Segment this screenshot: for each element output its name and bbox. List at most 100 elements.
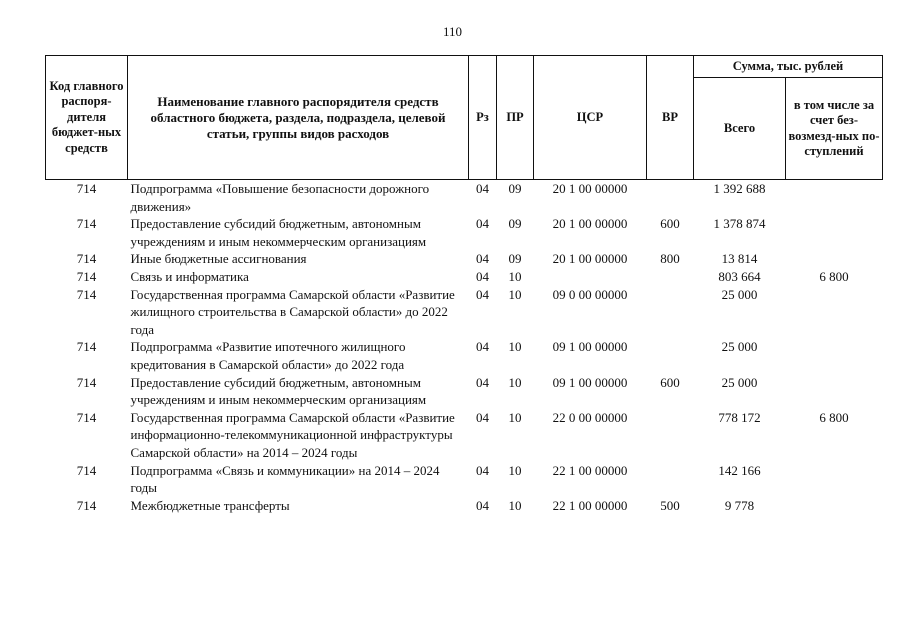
cell-incl bbox=[786, 497, 883, 515]
cell-incl: 6 800 bbox=[819, 268, 849, 284]
cell-csr: 09 1 00 00000 bbox=[552, 339, 628, 355]
cell-pr: 09 bbox=[508, 216, 522, 232]
table-row: 714 Иные бюджетные ассигнования 04 09 20 1 0… bbox=[46, 250, 883, 268]
cell-csr: 09 1 00 00000 bbox=[552, 374, 628, 390]
cell-csr: 20 1 00 00000 bbox=[552, 251, 628, 267]
cell-pr: 10 bbox=[508, 374, 522, 390]
cell-total: 778 172 bbox=[718, 409, 761, 425]
header-incl: в том числе за счет без-возмезд-ных по-с… bbox=[785, 77, 883, 180]
cell-rz: 04 bbox=[476, 462, 489, 478]
cell-vr bbox=[647, 180, 694, 216]
cell-incl: 6 800 bbox=[819, 409, 849, 425]
cell-code: 714 bbox=[76, 374, 97, 390]
header-vr: ВР bbox=[646, 55, 694, 180]
cell-code: 714 bbox=[76, 286, 97, 302]
cell-pr: 10 bbox=[508, 409, 522, 425]
cell-csr: 22 1 00 00000 bbox=[552, 462, 628, 478]
cell-name: Подпрограмма «Связь и коммуникации» на 2… bbox=[130, 462, 440, 496]
header-code: Код главного распоря-дителя бюджет-ных с… bbox=[45, 55, 128, 180]
header-name: Наименование главного распорядителя сред… bbox=[127, 55, 469, 180]
cell-pr: 09 bbox=[508, 181, 522, 196]
cell-vr: 800 bbox=[660, 251, 680, 267]
cell-rz: 04 bbox=[476, 268, 489, 284]
cell-pr: 10 bbox=[508, 286, 522, 302]
header-rz: Рз bbox=[468, 55, 497, 180]
cell-vr bbox=[647, 409, 694, 462]
cell-rz: 04 bbox=[476, 216, 489, 232]
cell-csr: 09 0 00 00000 bbox=[552, 286, 628, 302]
table-row: 714 Государственная программа Самарской о… bbox=[46, 409, 883, 462]
cell-name: Связь и информатика bbox=[130, 268, 249, 284]
cell-name: Подпрограмма «Развитие ипотечного жилищн… bbox=[130, 339, 406, 372]
cell-code: 714 bbox=[76, 251, 97, 267]
cell-code: 714 bbox=[76, 216, 97, 232]
header-csr: ЦСР bbox=[533, 55, 647, 180]
table-row: 714 Подпрограмма «Развитие ипотечного жил… bbox=[46, 338, 883, 373]
budget-table: Код главного распоря-дителя бюджет-ных с… bbox=[45, 55, 883, 514]
cell-csr: 20 1 00 00000 bbox=[552, 181, 628, 196]
cell-pr: 10 bbox=[508, 339, 522, 355]
header-sum: Сумма, тыс. рублей bbox=[693, 55, 883, 78]
cell-pr: 10 bbox=[508, 268, 522, 284]
cell-total: 25 000 bbox=[721, 286, 758, 302]
cell-code: 714 bbox=[76, 268, 97, 284]
cell-total: 25 000 bbox=[721, 374, 758, 390]
cell-name: Предоставление субсидий бюджетным, автон… bbox=[130, 216, 427, 249]
cell-total: 13 814 bbox=[721, 251, 758, 267]
header-pr: ПР bbox=[496, 55, 534, 180]
cell-rz: 04 bbox=[476, 251, 489, 267]
cell-code: 714 bbox=[76, 339, 97, 355]
cell-code: 714 bbox=[76, 497, 97, 513]
cell-rz: 04 bbox=[476, 497, 489, 513]
cell-vr bbox=[647, 286, 694, 339]
cell-pr: 10 bbox=[508, 497, 522, 513]
cell-vr: 600 bbox=[660, 374, 680, 390]
cell-rz: 04 bbox=[476, 181, 489, 196]
cell-total: 9 778 bbox=[724, 497, 755, 513]
cell-total: 803 664 bbox=[718, 268, 761, 284]
cell-csr: 22 0 00 00000 bbox=[552, 409, 628, 425]
cell-rz: 04 bbox=[476, 339, 489, 355]
table-row: 714 Предоставление субсидий бюджетным, ав… bbox=[46, 374, 883, 409]
cell-csr: 22 1 00 00000 bbox=[552, 497, 628, 513]
table-row: 714 Связь и информатика 04 10 803 664 6 800 bbox=[46, 268, 883, 286]
cell-incl bbox=[786, 250, 883, 268]
cell-incl bbox=[786, 286, 883, 339]
cell-total: 1 392 688 bbox=[713, 181, 766, 196]
cell-incl bbox=[786, 462, 883, 497]
page-number: 110 bbox=[442, 24, 463, 39]
cell-pr: 10 bbox=[508, 462, 522, 478]
cell-code: 714 bbox=[76, 181, 97, 196]
cell-vr bbox=[647, 338, 694, 373]
cell-incl bbox=[786, 374, 883, 409]
cell-name: Предоставление субсидий бюджетным, автон… bbox=[130, 374, 427, 408]
cell-total: 25 000 bbox=[721, 339, 758, 355]
table-row: 714 Подпрограмма «Повышение безопасности … bbox=[46, 180, 883, 216]
cell-incl bbox=[786, 338, 883, 373]
cell-name: Межбюджетные трансферты bbox=[130, 497, 290, 513]
cell-name: Иные бюджетные ассигнования bbox=[130, 251, 307, 267]
table-row: 714 Предоставление субсидий бюджетным, ав… bbox=[46, 215, 883, 250]
cell-csr bbox=[534, 268, 647, 286]
cell-code: 714 bbox=[76, 409, 97, 425]
cell-name: Государственная программа Самарской обла… bbox=[130, 409, 455, 460]
cell-total: 142 166 bbox=[718, 462, 761, 478]
table-row: 714 Государственная программа Самарской о… bbox=[46, 286, 883, 339]
cell-name: Государственная программа Самарской обла… bbox=[130, 286, 455, 337]
cell-pr: 09 bbox=[508, 251, 522, 267]
cell-csr: 20 1 00 00000 bbox=[552, 216, 628, 232]
header-total: Всего bbox=[693, 77, 786, 180]
cell-rz: 04 bbox=[476, 374, 489, 390]
cell-vr bbox=[647, 268, 694, 286]
cell-total: 1 378 874 bbox=[713, 216, 766, 232]
cell-rz: 04 bbox=[476, 409, 489, 425]
cell-incl bbox=[786, 180, 883, 216]
table-row: 714 Межбюджетные трансферты 04 10 22 1 00 00… bbox=[46, 497, 883, 515]
cell-vr bbox=[647, 462, 694, 497]
cell-code: 714 bbox=[76, 462, 97, 478]
table-row: 714 Подпрограмма «Связь и коммуникации» н… bbox=[46, 462, 883, 497]
cell-rz: 04 bbox=[476, 286, 489, 302]
cell-name: Подпрограмма «Повышение безопасности дор… bbox=[130, 181, 430, 214]
cell-vr: 500 bbox=[660, 497, 680, 513]
